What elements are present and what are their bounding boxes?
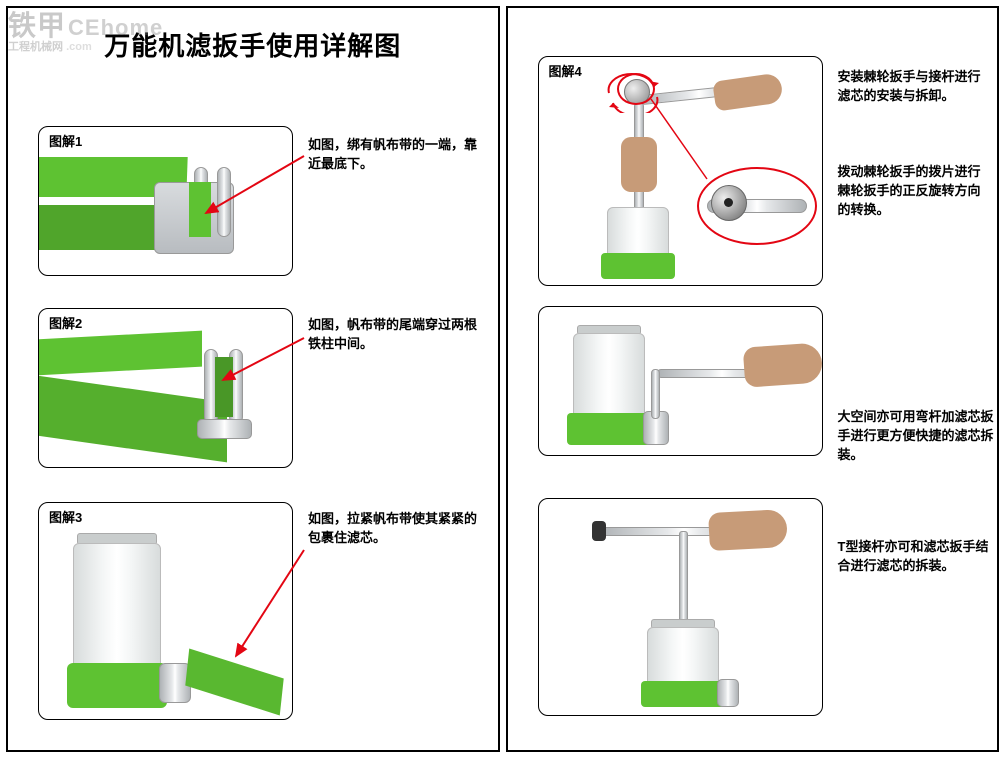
- step5-bar-v: [651, 369, 660, 419]
- step3-arrow: [8, 8, 498, 748]
- step6-clamp: [717, 679, 739, 707]
- step5-filter: [573, 333, 645, 421]
- watermark-brand: CEhome: [68, 15, 163, 40]
- step4-desc2: 拨动棘轮扳手的拨片进行棘轮扳手的正反旋转方向的转换。: [838, 163, 993, 220]
- step6-hand: [708, 509, 788, 551]
- right-page: 图解4 安装棘轮扳手与接杆进行滤芯的安装与拆卸。 拨动棘轮扳手的拨片进行棘轮扳手…: [506, 6, 1000, 752]
- step6-box: [538, 498, 823, 716]
- left-page: 万能机滤扳手使用详解图 图解1 如图，绑有帆布带的一端，靠近最底下。 图解2 如…: [6, 6, 500, 752]
- step5-box: [538, 306, 823, 456]
- step6-desc: T型接杆亦可和滤芯扳手结合进行滤芯的拆装。: [838, 538, 998, 576]
- step5-hand: [742, 342, 822, 387]
- step5-wrap: [567, 413, 651, 445]
- step4-box: 图解4: [538, 56, 823, 286]
- watermark-domain: .com: [66, 41, 92, 53]
- watermark-main: 铁甲: [8, 10, 66, 41]
- step5-desc: 大空间亦可用弯杆加滤芯扳手进行更方便快捷的滤芯拆装。: [838, 408, 998, 465]
- step6-wrap: [641, 681, 725, 707]
- step6-knob: [592, 521, 606, 541]
- watermark: 铁甲CEhome 工程机械网 .com: [8, 4, 163, 54]
- step4-callout-line: [539, 57, 823, 286]
- watermark-sub: 工程机械网: [8, 41, 63, 53]
- page-spread: 万能机滤扳手使用详解图 图解1 如图，绑有帆布带的一端，靠近最底下。 图解2 如…: [0, 0, 1005, 758]
- step4-desc1: 安装棘轮扳手与接杆进行滤芯的安装与拆卸。: [838, 68, 993, 106]
- step6-filter: [647, 627, 719, 689]
